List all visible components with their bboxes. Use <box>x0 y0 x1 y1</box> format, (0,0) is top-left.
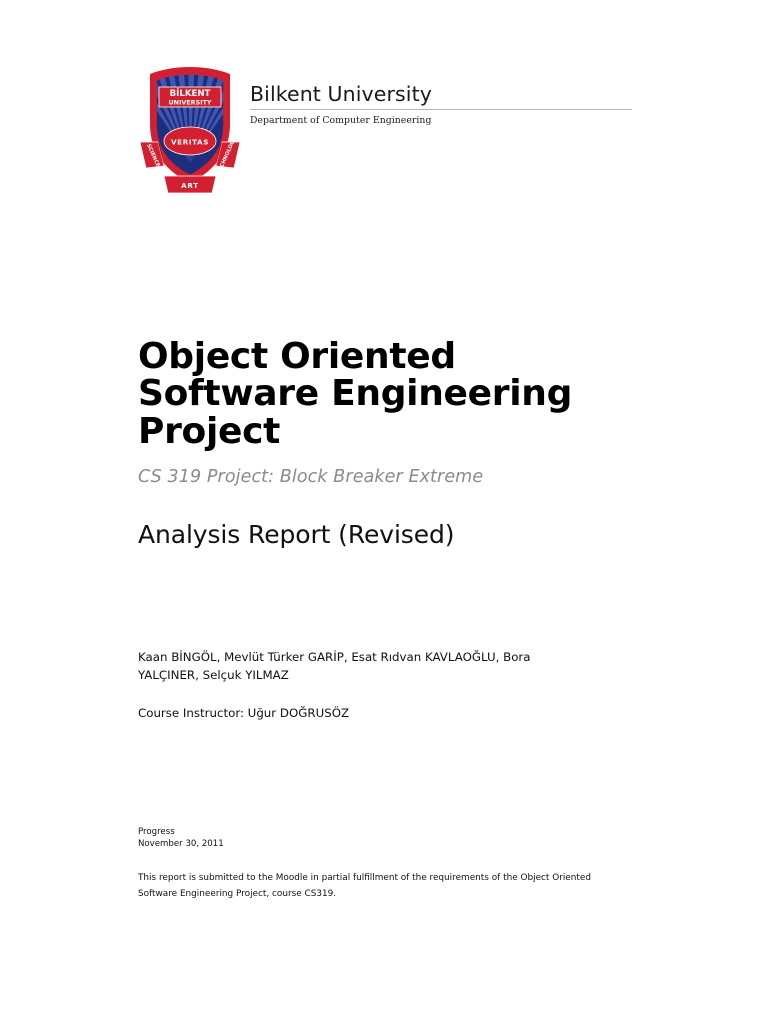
course-instructor: Course Instructor: Uğur DOĞRUSÖZ <box>138 705 350 720</box>
report-type-heading: Analysis Report (Revised) <box>138 520 455 550</box>
department-name: Department of Computer Engineering <box>250 114 432 126</box>
crest-ribbon-art: ART <box>181 182 199 190</box>
bilkent-university-crest-icon: BİLKENT UNIVERSITY VERITAS SCIENCE TECHN… <box>138 62 242 202</box>
author-names: Kaan BİNGÖL, Mevlüt Türker GARİP, Esat R… <box>138 650 531 683</box>
report-date: November 30, 2011 <box>138 839 224 850</box>
footer-block: Progress November 30, 2011 This report i… <box>138 826 638 902</box>
authors-block: Kaan BİNGÖL, Mevlüt Türker GARİP, Esat R… <box>138 648 638 722</box>
title-block: Object Oriented Software Engineering Pro… <box>138 336 638 550</box>
crest-banner-line2: UNIVERSITY <box>168 98 211 106</box>
document-header: BİLKENT UNIVERSITY VERITAS SCIENCE TECHN… <box>0 0 768 215</box>
crest-banner-line1: BİLKENT <box>170 88 211 99</box>
report-stage: Progress <box>138 827 175 837</box>
header-divider <box>250 108 632 110</box>
page-subtitle: CS 319 Project: Block Breaker Extreme <box>138 467 484 488</box>
submission-statement: This report is submitted to the Moodle i… <box>138 873 591 899</box>
university-name: Bilkent University <box>250 82 432 106</box>
header-text-block: Bilkent University Department of Compute… <box>250 82 634 126</box>
page-title: Object Oriented Software Engineering Pro… <box>138 336 573 452</box>
crest-motto: VERITAS <box>171 138 209 147</box>
